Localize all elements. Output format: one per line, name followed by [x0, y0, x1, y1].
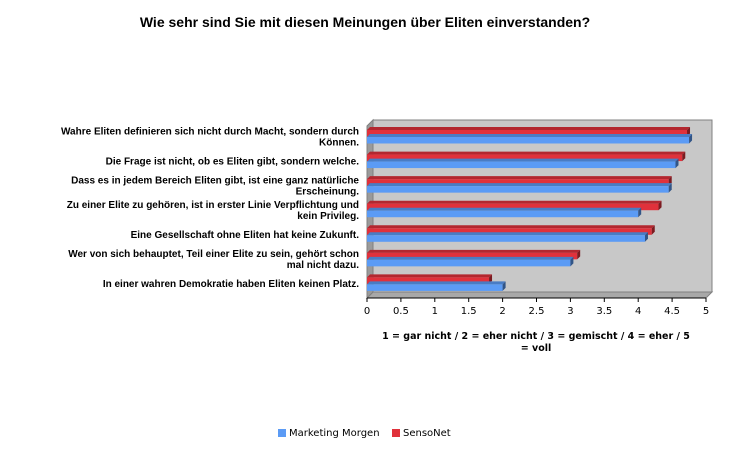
legend-item: Marketing Morgen: [278, 428, 380, 439]
chart-title: Wie sehr sind Sie mit diesen Meinungen ü…: [140, 14, 590, 30]
bar-front-face: [367, 284, 503, 291]
bar: [367, 158, 679, 169]
bar-end-face: [651, 225, 655, 235]
bar-end-face: [502, 281, 506, 291]
category-label: Können.: [319, 137, 359, 148]
legend-label: Marketing Morgen: [289, 428, 380, 439]
x-tick-label: 3: [567, 306, 573, 317]
bars: [367, 127, 693, 291]
x-tick-label: 1: [432, 306, 438, 317]
bar-front-face: [367, 154, 683, 162]
bar-front-face: [367, 186, 669, 193]
bar-front-face: [367, 228, 652, 235]
bar: [367, 249, 581, 260]
plot-floor: [365, 291, 714, 299]
category-label: Die Frage ist nicht, ob es Eliten gibt, …: [106, 156, 360, 167]
category-label: Erscheinung.: [296, 186, 360, 197]
bar-end-face: [644, 232, 648, 242]
bar: [367, 134, 693, 144]
bar-front-face: [367, 203, 659, 211]
category-label: Zu einer Elite zu gehören, ist in erster…: [67, 200, 359, 211]
bar-top-face: [367, 256, 574, 260]
legend-swatch: [278, 429, 286, 437]
bar: [367, 200, 662, 211]
bar-end-face: [577, 249, 581, 260]
x-tick-label: 2: [499, 306, 505, 317]
x-tick-label: 1.5: [461, 306, 477, 317]
legend-label: SensoNet: [403, 428, 451, 439]
bar-front-face: [367, 130, 688, 137]
bar: [367, 225, 655, 235]
bar-front-face: [367, 137, 690, 144]
bar-end-face: [689, 134, 693, 144]
bar: [367, 207, 642, 218]
x-tick-label: 0: [364, 306, 370, 317]
bar: [367, 151, 686, 162]
bar: [367, 176, 672, 186]
bar-front-face: [367, 235, 645, 242]
category-label: In einer wahren Demokratie haben Eliten …: [103, 279, 359, 290]
category-label: Dass es in jedem Bereich Eliten gibt, is…: [71, 175, 359, 186]
bar-top-face: [367, 232, 648, 236]
x-tick-label: 5: [703, 306, 709, 317]
bar-top-face: [367, 176, 672, 180]
bar-end-face: [668, 183, 672, 193]
bar: [367, 183, 672, 193]
x-tick-label: 4.5: [664, 306, 680, 317]
bar-front-face: [367, 277, 490, 284]
x-axis-title-line: 1 = gar nicht / 2 = eher nicht / 3 = gem…: [382, 331, 690, 342]
bar: [367, 256, 574, 267]
bar-top-face: [367, 207, 642, 211]
legend: Marketing Morgen SensoNet: [278, 428, 451, 439]
bar-top-face: [367, 127, 691, 130]
x-tick-label: 0.5: [393, 306, 409, 317]
category-label: Wahre Eliten definieren sich nicht durch…: [61, 126, 359, 137]
legend-swatch: [392, 429, 400, 437]
bar-end-face: [570, 256, 574, 267]
bar-top-face: [367, 200, 662, 204]
category-label: Wer von sich behauptet, Teil einer Elite…: [68, 249, 359, 260]
bar: [367, 232, 648, 242]
category-label: mal nicht dazu.: [287, 260, 359, 271]
bar-top-face: [367, 183, 672, 187]
category-labels: Wahre Eliten definieren sich nicht durch…: [61, 126, 359, 290]
bar-front-face: [367, 161, 676, 169]
category-label: Eine Gesellschaft ohne Eliten hat keine …: [131, 230, 360, 241]
bar: [367, 281, 506, 291]
bar-top-face: [367, 281, 506, 285]
bar-top-face: [367, 249, 581, 253]
bar-top-face: [367, 134, 693, 137]
bar-end-face: [638, 207, 642, 218]
bar-end-face: [675, 158, 679, 169]
bar-front-face: [367, 179, 669, 186]
legend-item: SensoNet: [392, 428, 451, 439]
x-axis-title-line: = voll: [521, 343, 552, 354]
bar-front-face: [367, 259, 571, 267]
bar-front-face: [367, 252, 578, 260]
bar-top-face: [367, 225, 655, 229]
x-axis-ticks: 0 0.5 1 1.5 2 2.5 3 3.5 4 4.5 5: [364, 297, 709, 317]
bar-top-face: [367, 158, 679, 162]
x-tick-label: 3.5: [596, 306, 612, 317]
bar-top-face: [367, 151, 686, 155]
x-tick-label: 4: [635, 306, 641, 317]
bar-end-face: [682, 151, 686, 162]
bar-top-face: [367, 274, 493, 278]
x-tick-label: 2.5: [529, 306, 545, 317]
bar-front-face: [367, 210, 639, 218]
category-label: kein Privileg.: [297, 211, 359, 222]
bar-end-face: [658, 200, 662, 211]
x-axis-title: 1 = gar nicht / 2 = eher nicht / 3 = gem…: [382, 331, 690, 354]
